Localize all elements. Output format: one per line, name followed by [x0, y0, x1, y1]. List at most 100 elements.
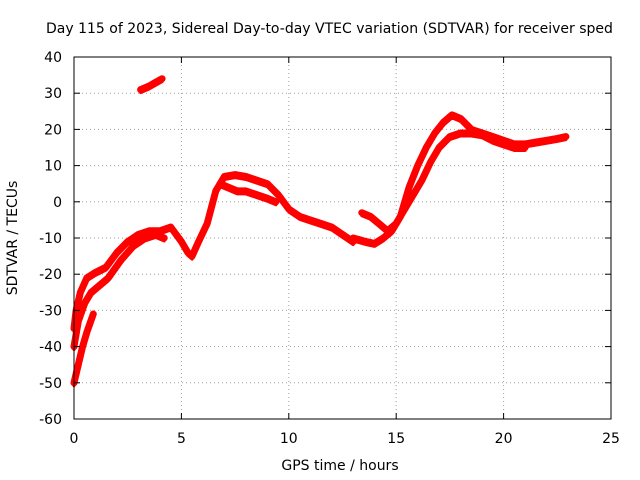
- x-tick-label: 10: [280, 431, 298, 447]
- series-line: [137, 75, 166, 94]
- data-point: [296, 213, 303, 220]
- data-point: [436, 144, 443, 151]
- data-point: [521, 144, 529, 151]
- y-tick-label: -60: [39, 412, 62, 428]
- data-point: [92, 269, 99, 276]
- series-track-a: [70, 171, 357, 333]
- data-point: [448, 111, 456, 119]
- data-point: [532, 138, 539, 146]
- y-tick-label: 30: [44, 86, 62, 102]
- y-tick-label: 0: [53, 195, 62, 211]
- x-axis-label: GPS time / hours: [281, 458, 398, 474]
- data-point: [221, 173, 228, 180]
- data-point: [457, 129, 464, 137]
- data-point: [83, 274, 91, 281]
- data-point: [339, 231, 346, 238]
- data-point: [130, 242, 138, 249]
- data-point: [405, 184, 413, 191]
- data-point: [141, 234, 149, 242]
- data-point: [204, 220, 211, 227]
- series-band: [139, 80, 164, 95]
- data-point: [81, 300, 88, 307]
- data-point: [225, 184, 232, 191]
- data-point: [427, 158, 434, 166]
- data-point: [231, 171, 239, 178]
- data-point: [562, 133, 570, 140]
- axis-ticks: [73, 56, 612, 420]
- data-point: [124, 238, 131, 245]
- x-tick-labels: 0 5 10 15 20 25: [70, 431, 620, 447]
- x-tick-label: 5: [177, 431, 186, 447]
- data-point: [188, 252, 196, 260]
- data-point: [118, 256, 125, 263]
- y-tick-label: -50: [39, 376, 62, 392]
- data-point: [478, 131, 486, 138]
- data-point: [362, 238, 370, 245]
- data-point: [212, 187, 219, 195]
- data-point: [272, 198, 280, 205]
- data-point: [75, 318, 82, 325]
- data-point: [77, 289, 84, 296]
- data-point: [431, 129, 439, 137]
- data-point: [328, 223, 335, 231]
- data-point: [137, 86, 144, 93]
- data-point: [356, 236, 363, 243]
- data-point: [152, 79, 159, 86]
- data-point: [234, 187, 241, 195]
- data-point: [380, 234, 387, 242]
- data-point: [90, 310, 97, 318]
- series-track-f: [358, 129, 529, 236]
- data-point: [350, 234, 357, 242]
- data-point: [317, 220, 325, 227]
- data-point: [375, 220, 383, 227]
- data-point: [500, 140, 507, 148]
- data-point: [253, 191, 260, 198]
- data-point: [178, 238, 185, 245]
- data-point: [184, 249, 191, 256]
- data-point: [274, 191, 282, 198]
- data-point: [414, 162, 421, 169]
- data-point: [113, 249, 121, 256]
- y-tick-label: 20: [44, 122, 62, 138]
- data-point: [161, 234, 168, 242]
- data-point: [489, 137, 497, 144]
- series-track-b: [70, 230, 168, 352]
- y-tick-label: -10: [39, 231, 62, 247]
- data-point: [242, 187, 249, 195]
- data-point: [468, 129, 475, 137]
- data-series: [70, 75, 570, 388]
- data-point: [103, 263, 110, 271]
- data-point: [83, 328, 91, 336]
- y-tick-label: -30: [39, 303, 62, 319]
- y-tick-label: -20: [39, 267, 62, 283]
- y-tick-label: 10: [44, 159, 62, 175]
- data-point: [401, 205, 408, 213]
- data-point: [554, 135, 561, 142]
- chart-title: Day 115 of 2023, Sidereal Day-to-day VTE…: [46, 21, 613, 37]
- series-track-g: [216, 180, 280, 207]
- data-point: [105, 274, 112, 281]
- y-axis-label: SDTVAR / TECUs: [5, 181, 21, 296]
- data-point: [146, 82, 153, 90]
- y-tick-labels: -60 -50 -40 -30 -20 -10 0 10 20 30 40: [39, 50, 62, 428]
- data-point: [195, 238, 202, 245]
- data-point: [418, 176, 426, 184]
- data-point: [253, 176, 260, 184]
- data-point: [457, 115, 464, 122]
- x-tick-label: 20: [495, 431, 513, 447]
- data-point: [285, 205, 292, 213]
- data-point: [423, 144, 430, 151]
- data-point: [158, 75, 166, 82]
- data-point: [264, 180, 271, 187]
- data-point: [242, 173, 249, 180]
- data-point: [543, 137, 550, 144]
- data-point: [511, 144, 518, 151]
- data-point: [264, 195, 271, 202]
- series-track-c: [70, 310, 97, 388]
- data-point: [446, 133, 454, 140]
- data-point: [135, 231, 142, 238]
- data-point: [440, 119, 447, 126]
- data-point: [75, 361, 82, 368]
- x-tick-label: 25: [602, 431, 620, 447]
